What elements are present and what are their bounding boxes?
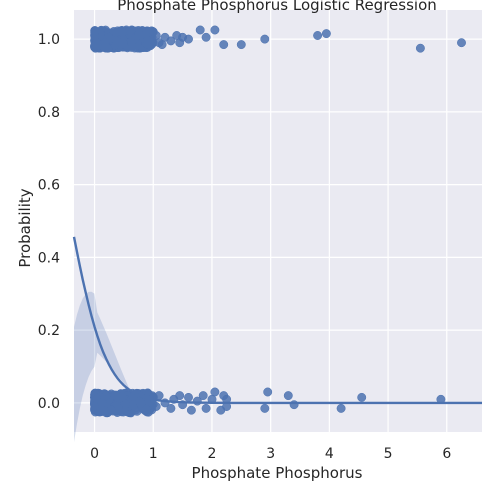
data-point xyxy=(166,403,176,413)
data-points xyxy=(90,25,466,418)
data-point xyxy=(357,392,367,402)
data-point xyxy=(186,405,196,415)
data-point xyxy=(198,391,208,401)
x-tick-labels: 0 1 2 3 4 5 6 xyxy=(90,446,451,462)
data-point xyxy=(136,398,146,408)
y-tick-labels: 0.0 0.2 0.4 0.6 0.8 1.0 xyxy=(38,32,60,412)
x-tick-label: 1 xyxy=(149,446,158,462)
data-point xyxy=(90,27,100,37)
y-tick-label: 0.4 xyxy=(38,250,60,266)
data-point xyxy=(117,27,127,37)
data-point xyxy=(260,403,270,413)
data-point xyxy=(210,25,220,35)
x-axis-label: Phosphate Phosphorus xyxy=(192,464,363,482)
x-tick-label: 6 xyxy=(442,446,451,462)
x-tick-label: 4 xyxy=(325,446,334,462)
data-point xyxy=(134,29,144,39)
data-point xyxy=(415,43,425,53)
y-tick-label: 0.0 xyxy=(38,396,60,412)
x-tick-label: 5 xyxy=(384,446,393,462)
data-point xyxy=(184,392,193,402)
data-point xyxy=(125,26,135,36)
data-point xyxy=(111,36,121,46)
data-point xyxy=(101,42,111,51)
data-point xyxy=(260,34,270,44)
plot-area-background xyxy=(74,10,482,432)
data-point xyxy=(154,391,164,401)
data-point xyxy=(336,403,346,413)
data-point xyxy=(283,391,293,401)
x-tick-label: 2 xyxy=(207,446,216,462)
chart-title: Phosphate Phosphorus Logistic Regression xyxy=(117,0,437,14)
data-point xyxy=(126,38,136,48)
data-point xyxy=(321,29,331,39)
data-point xyxy=(91,40,101,50)
data-point xyxy=(236,40,246,50)
regression-line xyxy=(72,236,482,405)
data-point xyxy=(97,398,107,408)
data-point xyxy=(166,36,176,46)
data-point xyxy=(175,391,185,401)
y-axis-label: Probability xyxy=(16,188,34,267)
data-point xyxy=(142,35,152,45)
y-tick-label: 1.0 xyxy=(38,32,60,48)
y-tick-label: 0.6 xyxy=(38,178,60,194)
data-point xyxy=(110,391,120,400)
data-point xyxy=(210,387,220,397)
data-point xyxy=(201,403,211,413)
x-tick-label: 0 xyxy=(90,446,99,462)
data-point xyxy=(457,38,466,48)
data-point xyxy=(121,399,131,409)
grid-lines xyxy=(74,10,482,432)
data-point xyxy=(313,31,323,40)
y-tick-label: 0.2 xyxy=(38,323,60,339)
x-tick-label: 3 xyxy=(266,446,275,462)
data-point xyxy=(219,40,229,50)
data-point xyxy=(151,402,161,411)
data-point xyxy=(263,387,273,397)
data-point xyxy=(184,34,193,44)
y-tick-label: 0.8 xyxy=(38,105,60,121)
data-point xyxy=(195,25,205,35)
data-point xyxy=(201,32,211,42)
